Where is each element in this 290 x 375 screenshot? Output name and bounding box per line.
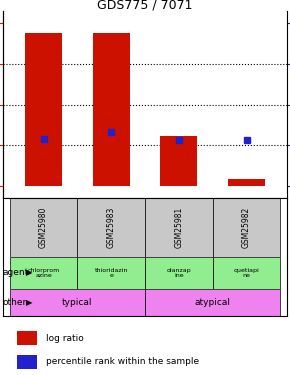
Bar	[145, 257, 213, 289]
Text: other: other	[3, 298, 27, 307]
Text: typical: typical	[62, 298, 93, 307]
Bar	[25, 33, 62, 186]
Text: log ratio: log ratio	[46, 334, 83, 343]
Text: GSM25982: GSM25982	[242, 207, 251, 248]
Bar	[228, 178, 265, 186]
Bar	[10, 198, 77, 257]
Text: GSM25983: GSM25983	[107, 207, 116, 248]
Bar	[213, 198, 280, 257]
Bar	[213, 257, 280, 289]
Bar	[93, 33, 130, 186]
Text: GSM25980: GSM25980	[39, 207, 48, 248]
Text: atypical: atypical	[195, 298, 231, 307]
Bar	[17, 355, 37, 369]
Text: chlorprom
azine: chlorprom azine	[27, 267, 60, 278]
Text: olanzap
ine: olanzap ine	[166, 267, 191, 278]
Bar	[10, 257, 77, 289]
Text: thioridazin
e: thioridazin e	[95, 267, 128, 278]
Bar	[10, 289, 145, 316]
Bar	[145, 289, 280, 316]
Bar	[145, 198, 213, 257]
Bar	[77, 198, 145, 257]
Bar	[160, 136, 197, 186]
Bar	[17, 332, 37, 345]
Bar	[77, 257, 145, 289]
Title: GDS775 / 7071: GDS775 / 7071	[97, 0, 193, 11]
Text: agent: agent	[3, 268, 29, 278]
Text: GSM25981: GSM25981	[174, 207, 183, 248]
Text: ▶: ▶	[26, 268, 32, 278]
Text: ▶: ▶	[26, 298, 32, 307]
Text: percentile rank within the sample: percentile rank within the sample	[46, 357, 199, 366]
Text: quetiapi
ne: quetiapi ne	[234, 267, 259, 278]
